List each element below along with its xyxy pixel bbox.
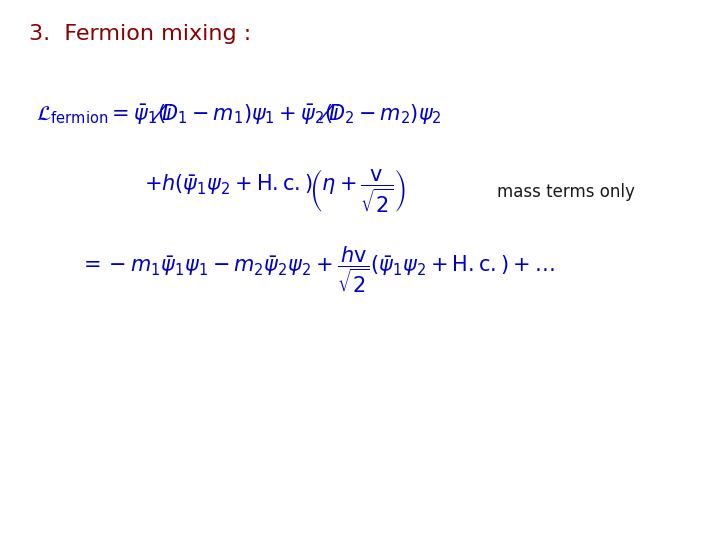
Text: $+ h\left(\bar{\psi}_1\psi_2 + \mathrm{H.c.}\right)\!\left(\eta + \dfrac{\mathrm: $+ h\left(\bar{\psi}_1\psi_2 + \mathrm{H… (144, 168, 406, 215)
Text: $= -m_1\bar{\psi}_1\psi_1 - m_2\bar{\psi}_2\psi_2+ \dfrac{h\mathrm{v}}{\sqrt{2}}: $= -m_1\bar{\psi}_1\psi_1 - m_2\bar{\psi… (79, 245, 555, 295)
Text: mass terms only: mass terms only (497, 183, 634, 201)
Text: 3.  Fermion mixing :: 3. Fermion mixing : (29, 24, 251, 44)
Text: $\mathcal{L}_{\rm fermion}= \bar{\psi}_1 \left(i\!\not\!\!D_1 - m_1\right)\psi_1: $\mathcal{L}_{\rm fermion}= \bar{\psi}_1… (36, 101, 442, 126)
